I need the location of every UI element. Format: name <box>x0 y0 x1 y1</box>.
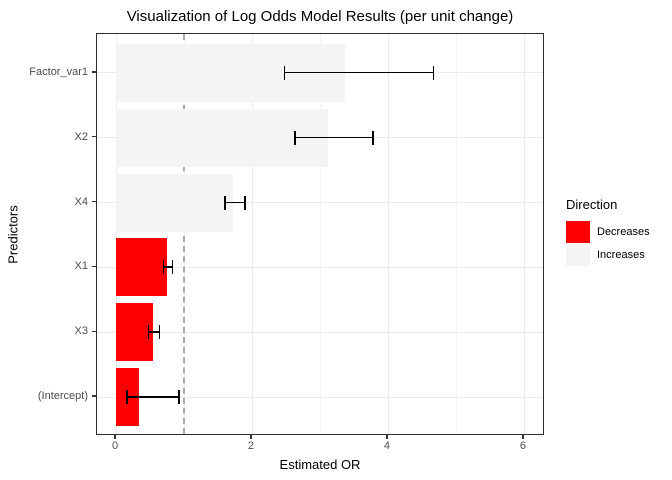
legend-item-decreases: Decreases <box>566 221 650 243</box>
error-bar-X4 <box>224 195 246 210</box>
minor-gridline <box>319 34 321 434</box>
x-tick-label: 2 <box>247 440 255 452</box>
y-axis-tick <box>92 395 96 397</box>
y-axis-tick <box>92 200 96 203</box>
reference-line <box>183 34 186 434</box>
error-bar-cap-high <box>432 65 435 80</box>
x-axis-tick <box>250 435 252 439</box>
legend-title: Direction <box>566 197 618 212</box>
error-bar-whisker <box>224 201 246 204</box>
y-tick-label: X1 <box>74 260 88 273</box>
chart-title: Visualization of Log Odds Model Results … <box>126 8 514 25</box>
error-bar-whisker <box>147 331 161 333</box>
x-axis-tick <box>522 435 524 439</box>
major-gridline <box>387 34 389 434</box>
category-gridline <box>97 266 543 268</box>
bar-X1 <box>116 238 168 297</box>
minor-gridline <box>455 34 457 434</box>
error-bar-whisker <box>162 266 174 268</box>
x-axis-tick <box>386 435 388 439</box>
error-bar-cap-high <box>171 260 174 275</box>
error-bar-cap-low <box>126 390 128 405</box>
category-gridline <box>97 202 543 204</box>
error-bar-cap-low <box>224 195 226 210</box>
x-axis-title: Estimated OR <box>279 457 361 472</box>
major-gridline <box>523 34 525 434</box>
legend: Direction Decreases Increases <box>566 197 650 267</box>
error-bar-cap-low <box>162 260 165 275</box>
y-axis-tick <box>92 265 96 268</box>
error-bar-cap-low <box>147 325 150 340</box>
y-tick-label: X2 <box>74 130 88 143</box>
legend-item-label: Decreases <box>597 226 650 238</box>
error-bar-X1 <box>162 260 174 275</box>
error-bar-Factor_var1 <box>283 65 435 80</box>
error-bar-whisker <box>283 71 435 74</box>
error-bar-X2 <box>294 130 374 145</box>
error-bar-cap-low <box>283 65 286 80</box>
x-tick-label: 4 <box>383 440 391 452</box>
error-bar-(Intercept) <box>126 390 180 405</box>
legend-swatch <box>566 221 590 243</box>
legend-swatch <box>566 244 590 266</box>
y-axis-tick <box>92 135 96 138</box>
y-tick-label: (Intercept) <box>37 390 88 403</box>
y-tick-label: X3 <box>74 325 88 338</box>
major-gridline <box>116 34 118 434</box>
x-axis-tick <box>114 435 116 439</box>
error-bar-cap-high <box>244 195 246 210</box>
bar-X4 <box>116 173 233 232</box>
legend-item-label: Increases <box>597 249 645 261</box>
y-axis-title: Predictors <box>5 205 21 264</box>
error-bar-cap-high <box>178 390 180 405</box>
major-gridline <box>251 34 253 434</box>
category-gridline <box>97 331 543 333</box>
error-bar-cap-high <box>372 130 374 145</box>
error-bar-cap-high <box>158 325 161 340</box>
x-tick-label: 0 <box>111 440 119 452</box>
x-tick-label: 6 <box>519 440 526 452</box>
bar-X3 <box>116 303 153 362</box>
legend-item-increases: Increases <box>566 244 650 266</box>
error-bar-whisker <box>294 136 374 139</box>
bar-X2 <box>116 108 329 167</box>
category-gridline <box>97 396 543 398</box>
error-bar-whisker <box>126 396 180 398</box>
plot-panel <box>96 33 544 435</box>
y-axis-tick <box>92 330 96 332</box>
legend-items: Decreases Increases <box>566 221 650 266</box>
y-tick-label: X4 <box>74 195 88 208</box>
error-bar-X3 <box>147 325 161 340</box>
y-axis-tick <box>92 71 96 73</box>
error-bar-cap-low <box>294 130 296 145</box>
y-tick-label: Factor_var1 <box>29 65 88 78</box>
